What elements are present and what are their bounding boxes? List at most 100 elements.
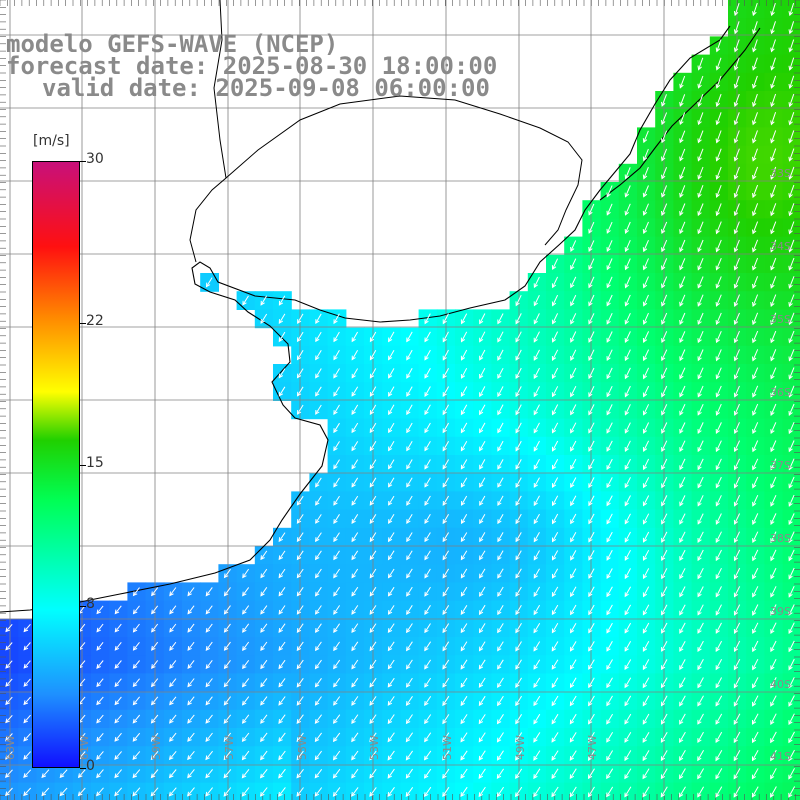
wind-vector-head [278, 682, 283, 688]
wind-vector-head [788, 47, 793, 53]
wind-vector-head [114, 791, 119, 797]
wind-vector-head [497, 573, 502, 579]
wind-vector [770, 458, 777, 470]
wind-vector [661, 476, 668, 488]
wind-vector-head [752, 410, 757, 416]
wind-vector [533, 495, 540, 506]
wind-vector [643, 349, 650, 361]
wind-vector [515, 513, 522, 524]
wind-vector [624, 458, 631, 470]
wind-vector-head [551, 610, 557, 616]
wind-vector [716, 75, 722, 88]
wind-vector-head [387, 646, 393, 652]
wind-vector [624, 586, 632, 597]
wind-vector-head [278, 664, 283, 670]
wind-vector-head [479, 464, 484, 470]
wind-vector [151, 769, 159, 778]
wind-vector-head [570, 465, 575, 470]
wind-vector [643, 276, 649, 288]
wind-vector [624, 422, 631, 434]
wind-vector-head [642, 229, 648, 235]
wind-vector-head [351, 355, 356, 361]
wind-vector-head [223, 755, 229, 761]
wind-vector-head [460, 610, 466, 615]
wind-vector [205, 696, 213, 706]
longitude-labels: 63W 61W 59W 57W 55W 53W 51W 49W 47W [4, 735, 599, 760]
wind-vector [770, 531, 777, 543]
wind-vector-head [697, 501, 702, 507]
wind-vector-head [169, 627, 174, 633]
wind-vector-head [770, 665, 775, 671]
wind-vector [351, 586, 359, 597]
wind-vector-head [242, 300, 247, 306]
wind-vector-head [679, 265, 684, 271]
wind-vector [369, 514, 377, 524]
wind-vector-head [606, 319, 611, 325]
wind-vector-head [369, 792, 374, 797]
wind-vector-head [460, 446, 466, 452]
wind-vector [679, 495, 686, 506]
wind-vector-head [515, 428, 520, 434]
wind-vector [351, 386, 359, 397]
wind-vector-head [752, 193, 757, 199]
wind-vector [770, 604, 777, 616]
wind-vector-head [351, 391, 356, 397]
wind-vector [698, 57, 704, 70]
wind-vector-head [241, 791, 247, 797]
wind-vector-head [679, 483, 684, 489]
wind-vector-head [333, 428, 338, 434]
wind-vector-head [642, 792, 647, 798]
wind-vector [406, 404, 413, 415]
wind-vector-head [642, 465, 648, 471]
wind-vector-head [278, 646, 283, 652]
wind-vector-head [752, 11, 757, 17]
wind-vector [643, 458, 650, 470]
wind-vector-head [424, 373, 429, 379]
wind-vector [570, 586, 577, 597]
wind-vector [5, 642, 13, 651]
wind-vector [388, 349, 395, 360]
wind-vector [552, 313, 559, 324]
wind-vector [770, 768, 777, 779]
wind-vector-head [497, 537, 502, 543]
wind-vector [96, 660, 104, 669]
wind-vector [606, 477, 613, 488]
wind-vector-head [406, 464, 411, 470]
wind-vector [533, 677, 541, 688]
wind-vector [734, 312, 740, 325]
wind-vector-head [733, 65, 739, 71]
wind-vector-head [770, 83, 775, 89]
wind-vector [733, 695, 741, 707]
wind-vector-head [606, 192, 611, 198]
wind-vector [479, 550, 486, 560]
wind-vector [551, 750, 559, 761]
wind-vector [297, 331, 304, 342]
wind-vector [515, 349, 522, 361]
wind-vector [770, 494, 777, 507]
wind-vector-head [296, 409, 302, 415]
wind-vector-head [642, 283, 648, 289]
wind-vector [643, 185, 649, 197]
wind-vector [296, 587, 304, 596]
wind-vector-head [642, 356, 648, 362]
wind-vector-head [788, 556, 793, 562]
wind-vector-head [369, 355, 375, 361]
wind-vector-head [679, 465, 684, 471]
wind-vector [260, 550, 268, 560]
wind-vector [114, 696, 122, 705]
wind-vector-head [624, 465, 629, 471]
wind-vector-head [642, 610, 648, 616]
wind-vector [715, 531, 722, 543]
wind-vector [315, 641, 322, 651]
wind-vector-head [479, 537, 484, 543]
wind-vector-head [661, 610, 666, 616]
wind-vector-head [697, 410, 702, 416]
wind-vector-head [533, 337, 538, 343]
wind-vector-head [679, 211, 684, 217]
wind-vector [388, 404, 395, 415]
wind-vector [552, 258, 559, 270]
wind-vector-head [460, 428, 466, 434]
wind-vector [606, 440, 613, 452]
wind-vector-head [241, 682, 247, 688]
wind-vector [788, 786, 796, 798]
